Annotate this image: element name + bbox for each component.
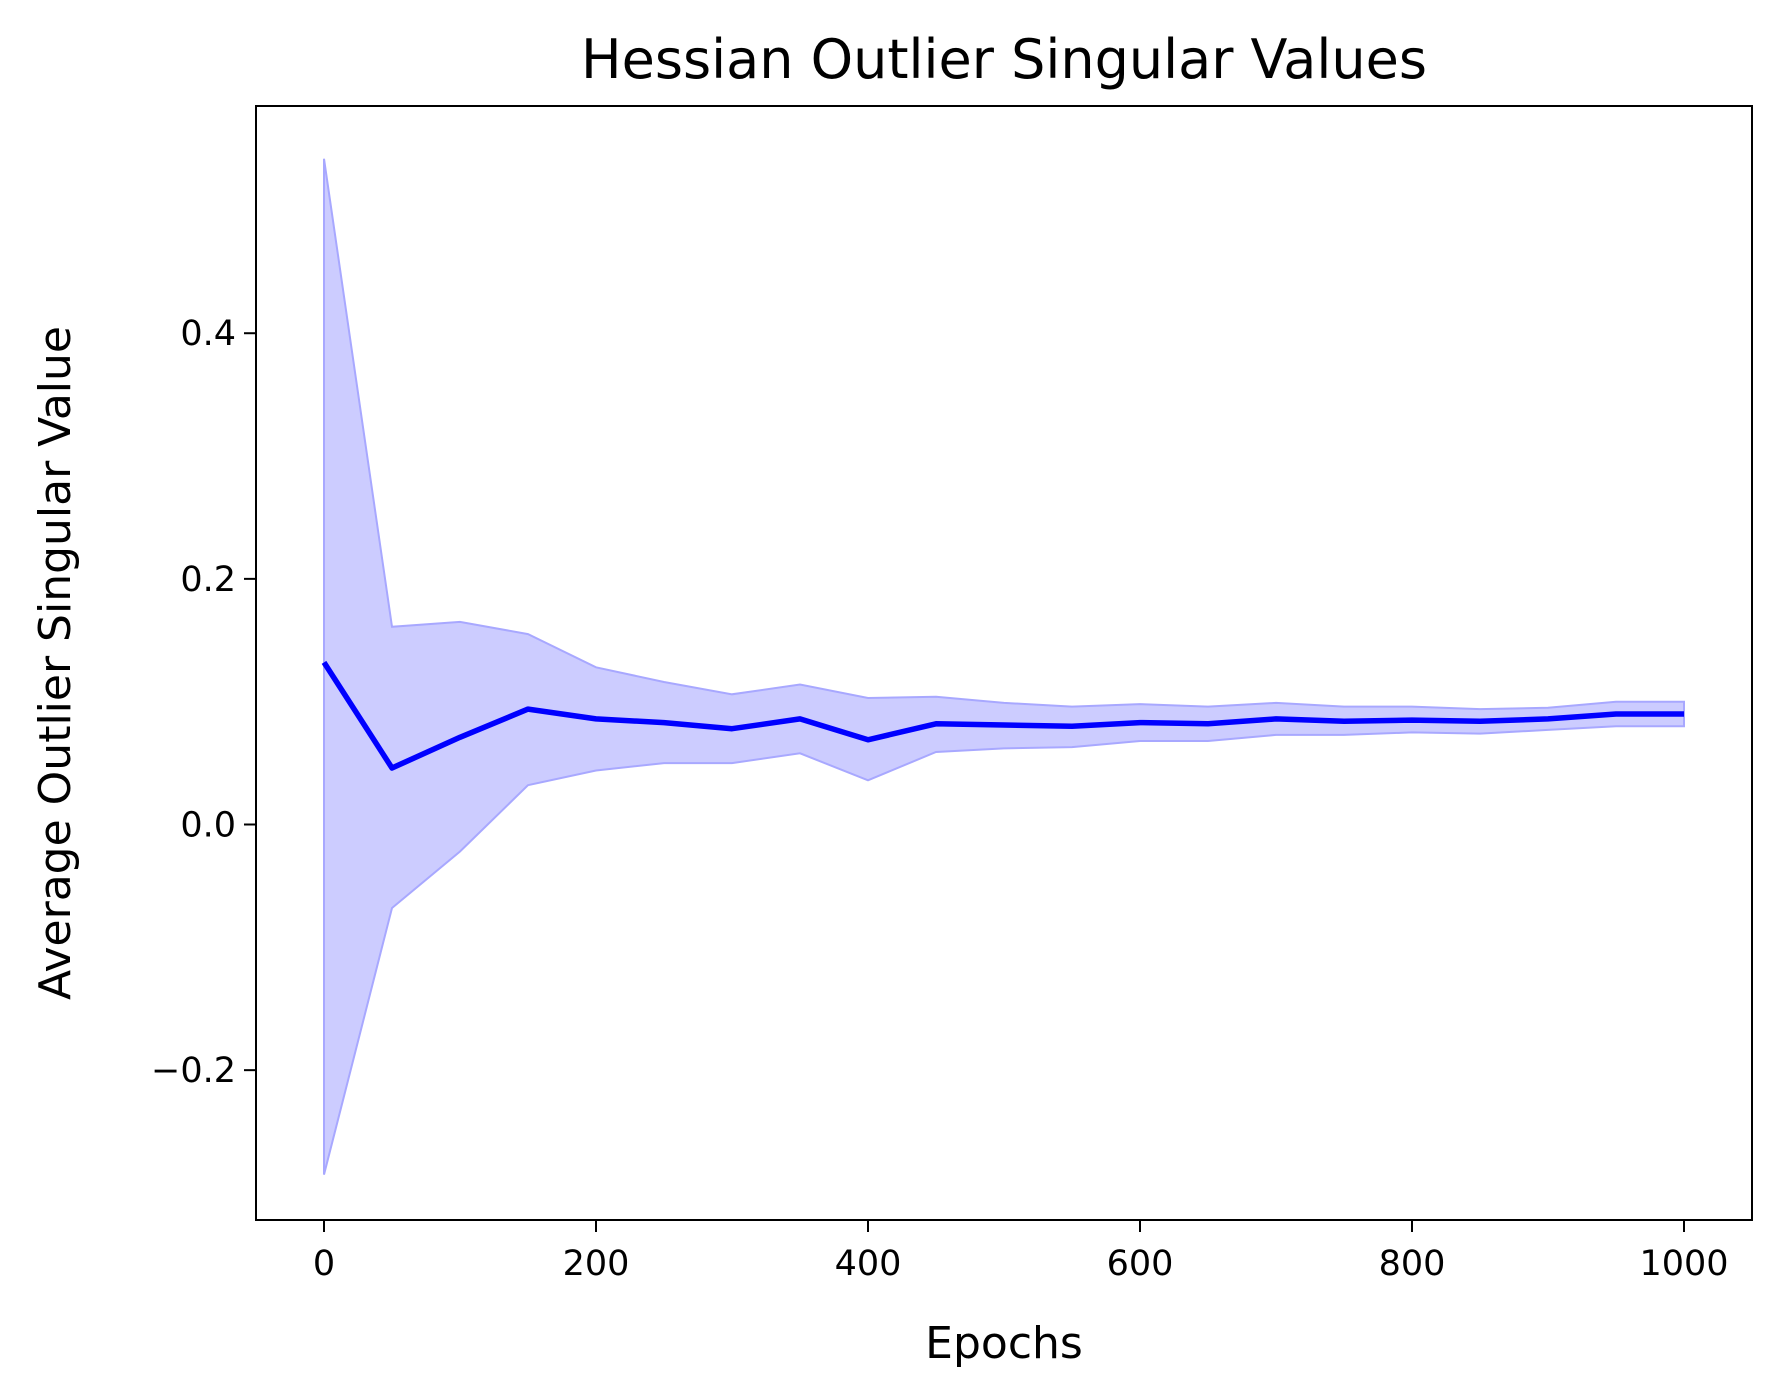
x-axis-title: Epochs: [925, 1318, 1083, 1369]
y-tick-label: −0.2: [151, 1051, 236, 1091]
x-tick-label: 200: [563, 1244, 630, 1284]
std-band-0: [323, 158, 1685, 1175]
x-tick-label: 1000: [1639, 1244, 1728, 1284]
x-tick-label: 400: [835, 1244, 902, 1284]
mean-line-0: [321, 660, 1684, 771]
x-tick-label: 0: [313, 1244, 335, 1284]
plot-frame: [255, 105, 1753, 1221]
plot-area: [321, 158, 1685, 1175]
y-tick-label: 0.4: [180, 314, 236, 354]
y-tick-label: 0.2: [180, 560, 236, 600]
y-tick-label: 0.0: [180, 806, 236, 846]
y-axis-title: Average Outlier Singular Value: [30, 326, 81, 1000]
chart-title: Hessian Outlier Singular Values: [581, 28, 1427, 91]
x-tick-label: 600: [1107, 1244, 1174, 1284]
x-tick-label: 800: [1379, 1244, 1446, 1284]
y-axis: −0.2 0.0 0.2 0.4: [151, 314, 256, 1091]
x-axis: 0 200 400 600 800 1000: [313, 1220, 1729, 1284]
